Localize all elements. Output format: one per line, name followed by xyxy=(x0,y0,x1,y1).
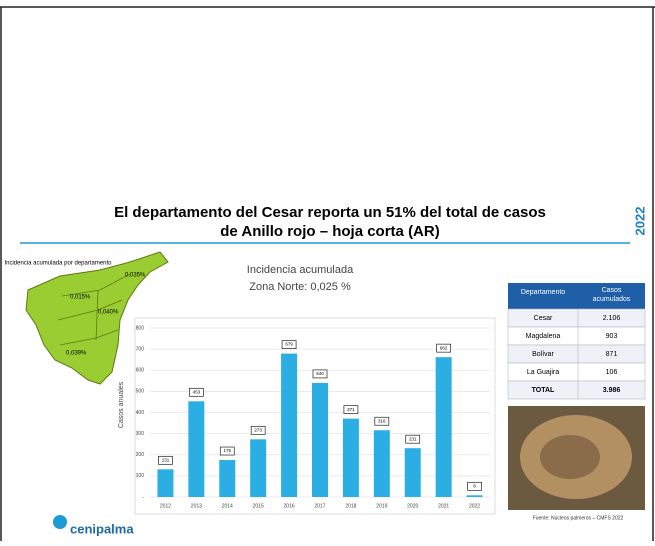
table-cell: Cesar xyxy=(534,315,553,322)
x-tick-label: 2021 xyxy=(438,503,449,509)
x-tick-label: 2022 xyxy=(469,503,480,509)
map-title: Incidencia acumulada por departamento xyxy=(4,261,112,267)
table-cell: Magdalena xyxy=(526,333,561,340)
data-label: 175 xyxy=(224,448,232,453)
source-note: Fuente: Núcleos palmeros – CMFS 2022 xyxy=(533,515,624,521)
x-tick-label: 2016 xyxy=(284,503,295,509)
x-tick-label: 2020 xyxy=(407,503,418,509)
x-tick-label: 2012 xyxy=(160,503,171,509)
x-tick-label: 2013 xyxy=(191,503,202,509)
x-tick-label: 2014 xyxy=(222,503,233,509)
bar xyxy=(374,430,390,497)
bar xyxy=(467,495,483,497)
map-label: 0,040% xyxy=(98,310,119,316)
y-axis-label: Casos anuales xyxy=(118,381,125,428)
bar xyxy=(219,460,235,497)
table-row xyxy=(508,309,645,327)
year-badge: 2022 xyxy=(632,207,647,236)
bar xyxy=(405,448,421,497)
bar xyxy=(188,401,204,497)
data-label: 316 xyxy=(378,418,386,423)
slide-title: de Anillo rojo – hoja corta (AR) xyxy=(220,223,439,240)
bar xyxy=(157,469,173,497)
data-label: 131 xyxy=(162,458,170,463)
map-label: 0,035% xyxy=(125,273,146,279)
logo: cenipalma xyxy=(70,521,134,536)
x-tick-label: 2017 xyxy=(314,503,325,509)
table-cell: 2.106 xyxy=(603,315,621,322)
x-tick-label: 2015 xyxy=(253,503,264,509)
map-label: 0,015% xyxy=(70,295,91,301)
table-row xyxy=(508,381,645,399)
x-tick-label: 2019 xyxy=(376,503,387,509)
bar xyxy=(312,383,328,497)
chart-title: Incidencia acumulada xyxy=(247,264,354,276)
data-label: 273 xyxy=(254,428,262,433)
table-cell: 871 xyxy=(606,351,618,358)
bar xyxy=(250,439,266,497)
data-label: 453 xyxy=(193,389,201,394)
data-label: 662 xyxy=(440,345,448,350)
data-label: 231 xyxy=(409,436,417,441)
logo-icon xyxy=(53,515,67,529)
table-cell: Bolívar xyxy=(532,351,554,358)
bar xyxy=(343,419,359,497)
y-tick-label: 400 xyxy=(136,410,145,416)
y-tick-label: 500 xyxy=(136,389,145,395)
table-cell: La Guajira xyxy=(527,369,559,376)
x-tick-label: 2018 xyxy=(345,503,356,509)
data-label: 540 xyxy=(316,371,324,376)
y-tick-label: 200 xyxy=(136,452,145,458)
y-tick-label: 100 xyxy=(136,473,145,479)
table-cell: TOTAL xyxy=(532,387,555,394)
photo-lesion xyxy=(540,435,600,479)
screen: El departamento del Cesar reporta un 51%… xyxy=(0,0,655,541)
bar xyxy=(281,354,297,497)
map-label: 0,039% xyxy=(66,351,87,357)
table-cell: 106 xyxy=(606,369,618,376)
slide-title: El departamento del Cesar reporta un 51%… xyxy=(114,204,546,221)
table-cell: 3.986 xyxy=(603,387,621,394)
table-row xyxy=(508,345,645,363)
bar xyxy=(436,357,452,497)
y-tick-label: 700 xyxy=(136,346,145,352)
y-tick-label: 300 xyxy=(136,431,145,437)
data-label: 371 xyxy=(347,407,355,412)
table-cell: 903 xyxy=(606,333,618,340)
table-header: Departamento xyxy=(521,289,565,296)
y-tick-label: 800 xyxy=(136,325,145,331)
chart-subtitle: Zona Norte: 0,025 % xyxy=(249,281,351,293)
data-label: 679 xyxy=(285,342,293,347)
y-tick-label: 600 xyxy=(136,368,145,374)
